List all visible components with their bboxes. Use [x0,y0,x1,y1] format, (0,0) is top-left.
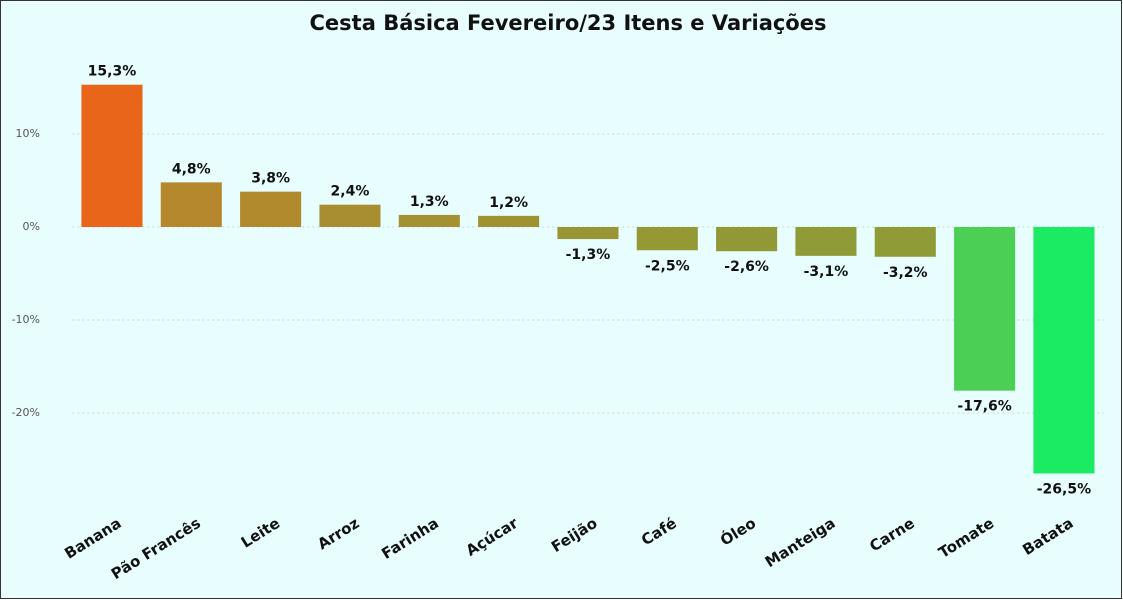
bar [478,215,540,227]
bar [240,191,302,227]
y-tick-label: 0% [23,220,40,233]
data-label: -2,5% [645,258,690,274]
data-label: -3,2% [883,265,928,281]
bar [319,204,381,227]
y-tick-label: 10% [16,127,40,140]
bar [716,227,778,252]
bar [398,214,460,227]
data-label: -1,3% [566,247,611,263]
bar [81,84,143,228]
bar [160,182,222,227]
y-tick-label: -20% [12,406,40,419]
data-label: -17,6% [957,399,1011,415]
y-tick-label: -10% [12,313,40,326]
chart-title: Cesta Básica Fevereiro/23 Itens e Variaç… [310,11,827,35]
data-label: 2,4% [331,184,370,200]
bar [1033,227,1095,474]
data-label: -2,6% [724,259,769,275]
bar [636,227,698,251]
bar [557,227,619,240]
data-label: 15,3% [88,64,137,80]
bar [954,227,1016,391]
data-label: 4,8% [172,161,211,177]
data-label: 1,2% [489,195,528,211]
data-label: -26,5% [1037,481,1091,497]
bar [795,227,857,256]
bar [874,227,936,257]
data-label: 3,8% [251,171,290,187]
data-label: 1,3% [410,194,449,210]
data-label: -3,1% [804,264,849,280]
